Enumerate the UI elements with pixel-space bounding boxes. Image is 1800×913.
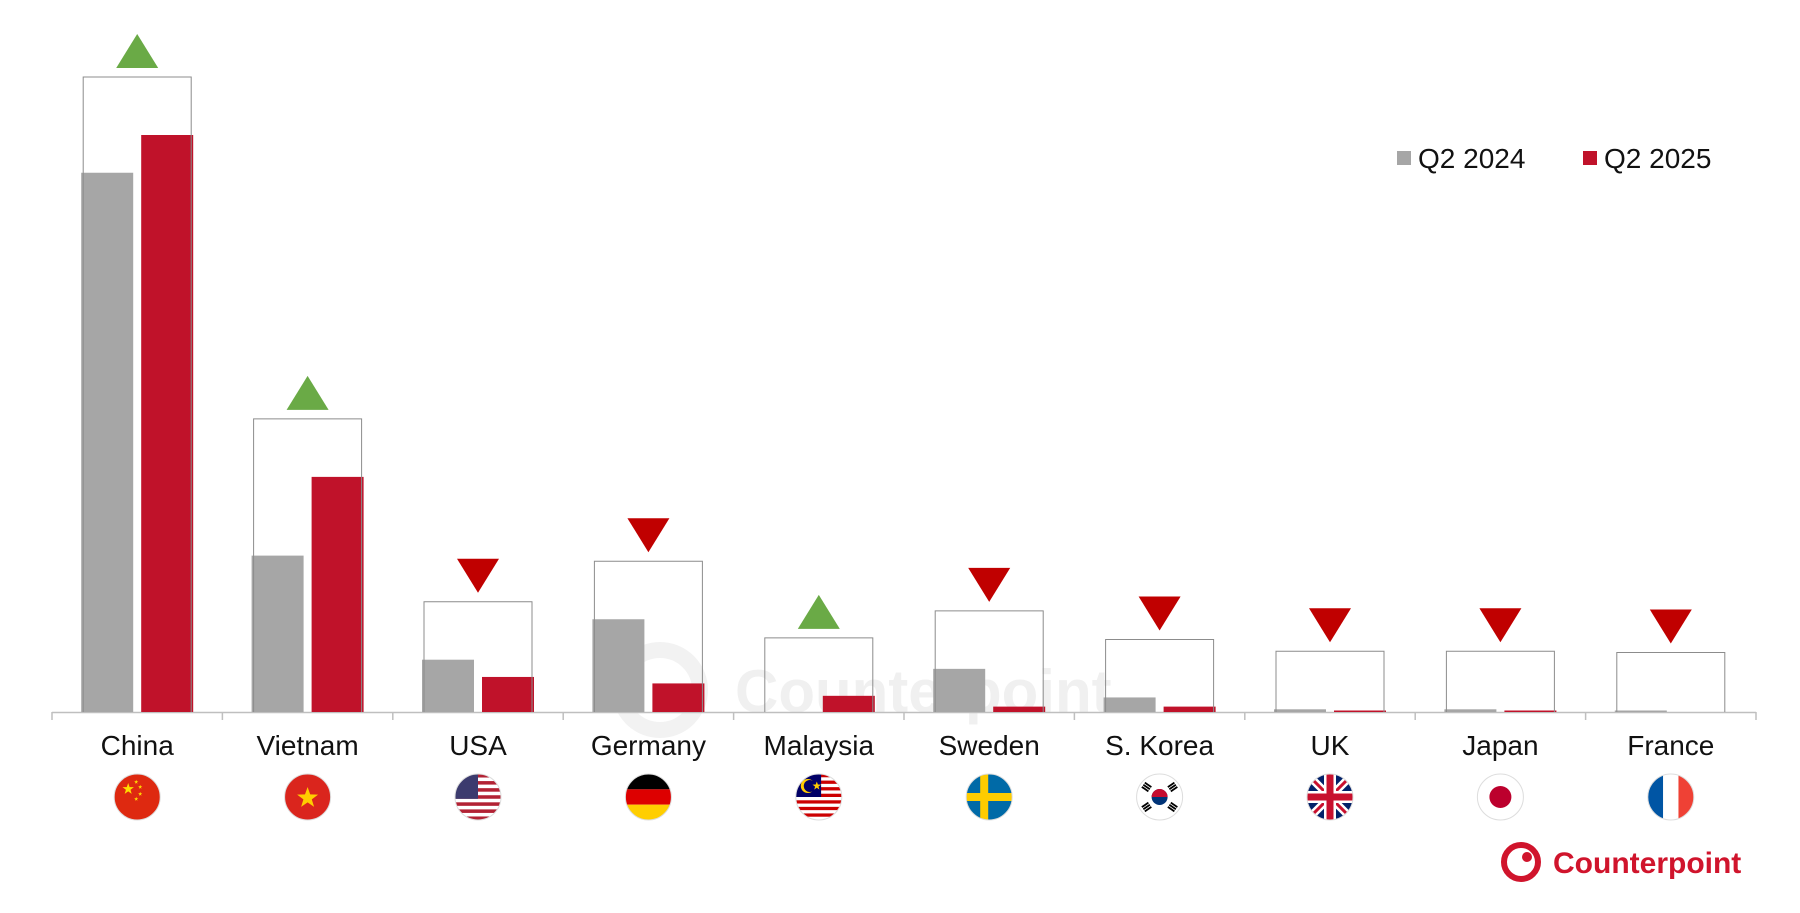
x-tick-label-sweden: Sweden: [939, 730, 1040, 761]
x-tick-label-germany: Germany: [591, 730, 706, 761]
bar-q2-2025-germany: [652, 683, 705, 712]
change-bracket-uk: [1275, 650, 1385, 712]
bar-q2-2025-s-korea: [1163, 706, 1216, 712]
bar-q2-2024-germany: [592, 619, 645, 712]
bar-q2-2025-uk: [1334, 710, 1386, 712]
legend-label-q2-2025: Q2 2025: [1604, 143, 1711, 174]
down-arrow-icon-france: [1649, 609, 1692, 644]
x-tick-label-uk: UK: [1311, 730, 1350, 761]
change-bracket-france: [1616, 652, 1726, 712]
legend-swatch-q2-2025: [1583, 151, 1597, 165]
x-tick-label-s-korea: S. Korea: [1105, 730, 1214, 761]
legend-label-q2-2024: Q2 2024: [1418, 143, 1525, 174]
x-tick-label-france: France: [1627, 730, 1714, 761]
plot-area: China Vietnam USA Germany Malaysia Sweden S. K…: [51, 34, 1757, 761]
counterpoint-logo: Counterpoint: [1501, 842, 1741, 882]
bar-q2-2025-vietnam: [311, 476, 364, 712]
down-arrow-icon-usa: [457, 558, 499, 593]
sweden-flag-icon: [966, 774, 1013, 820]
down-arrow-icon-japan: [1479, 608, 1522, 643]
s-korea-flag-icon: [1136, 774, 1183, 820]
bar-q2-2024-s-korea: [1103, 697, 1156, 712]
logo-text: Counterpoint: [1553, 847, 1741, 880]
change-bracket-usa: [423, 601, 533, 712]
down-arrow-icon-germany: [627, 518, 670, 553]
bar-q2-2024-sweden: [933, 668, 986, 712]
germany-flag-icon: [625, 774, 672, 820]
x-tick-label-japan: Japan: [1462, 730, 1538, 761]
vietnam-flag-icon: [284, 774, 331, 820]
up-arrow-icon-china: [116, 34, 159, 68]
bar-q2-2024-usa: [422, 659, 474, 712]
up-arrow-icon-vietnam: [286, 375, 329, 410]
change-bracket-sweden: [934, 610, 1044, 712]
bar-q2-2025-sweden: [993, 706, 1046, 712]
x-tick-label-china: China: [101, 730, 175, 761]
change-bracket-china: [82, 76, 192, 712]
bar-q2-2025-japan: [1504, 710, 1557, 712]
flag-row: [113, 773, 1695, 821]
usa-flag-icon: [455, 774, 501, 820]
up-arrow-icon-malaysia: [797, 594, 840, 629]
change-bracket-s-korea: [1105, 638, 1215, 712]
down-arrow-icon-sweden: [968, 567, 1011, 602]
bar-q2-2024-vietnam: [251, 555, 304, 712]
x-tick-label-vietnam: Vietnam: [256, 730, 358, 761]
legend: Q2 2024 Q2 2025: [1397, 143, 1711, 174]
uk-flag-icon: [1307, 774, 1353, 820]
bar-q2-2024-france: [1614, 710, 1667, 712]
watermark: Counterpoint: [612, 642, 1112, 738]
change-bracket-japan: [1445, 650, 1555, 712]
bar-q2-2024-china: [81, 172, 134, 712]
x-tick-label-malaysia: Malaysia: [764, 730, 875, 761]
bar-q2-2024-uk: [1274, 709, 1326, 712]
logo-icon: [1501, 842, 1541, 882]
down-arrow-icon-s-korea: [1138, 596, 1181, 631]
bar-q2-2025-usa: [482, 676, 534, 712]
bar-q2-2025-malaysia: [822, 695, 875, 712]
legend-swatch-q2-2024: [1397, 151, 1411, 165]
china-flag-icon: [114, 774, 161, 820]
bar-q2-2024-japan: [1444, 709, 1497, 712]
japan-flag-icon: [1477, 774, 1524, 820]
bar-q2-2025-china: [141, 135, 194, 712]
france-flag-icon: [1647, 774, 1694, 820]
change-bracket-vietnam: [253, 418, 363, 712]
down-arrow-icon-uk: [1309, 608, 1351, 643]
x-tick-label-usa: USA: [449, 730, 507, 761]
change-bracket-malaysia: [764, 637, 874, 712]
watermark-text: Counterpoint: [735, 658, 1112, 725]
change-bracket-germany: [593, 560, 703, 712]
